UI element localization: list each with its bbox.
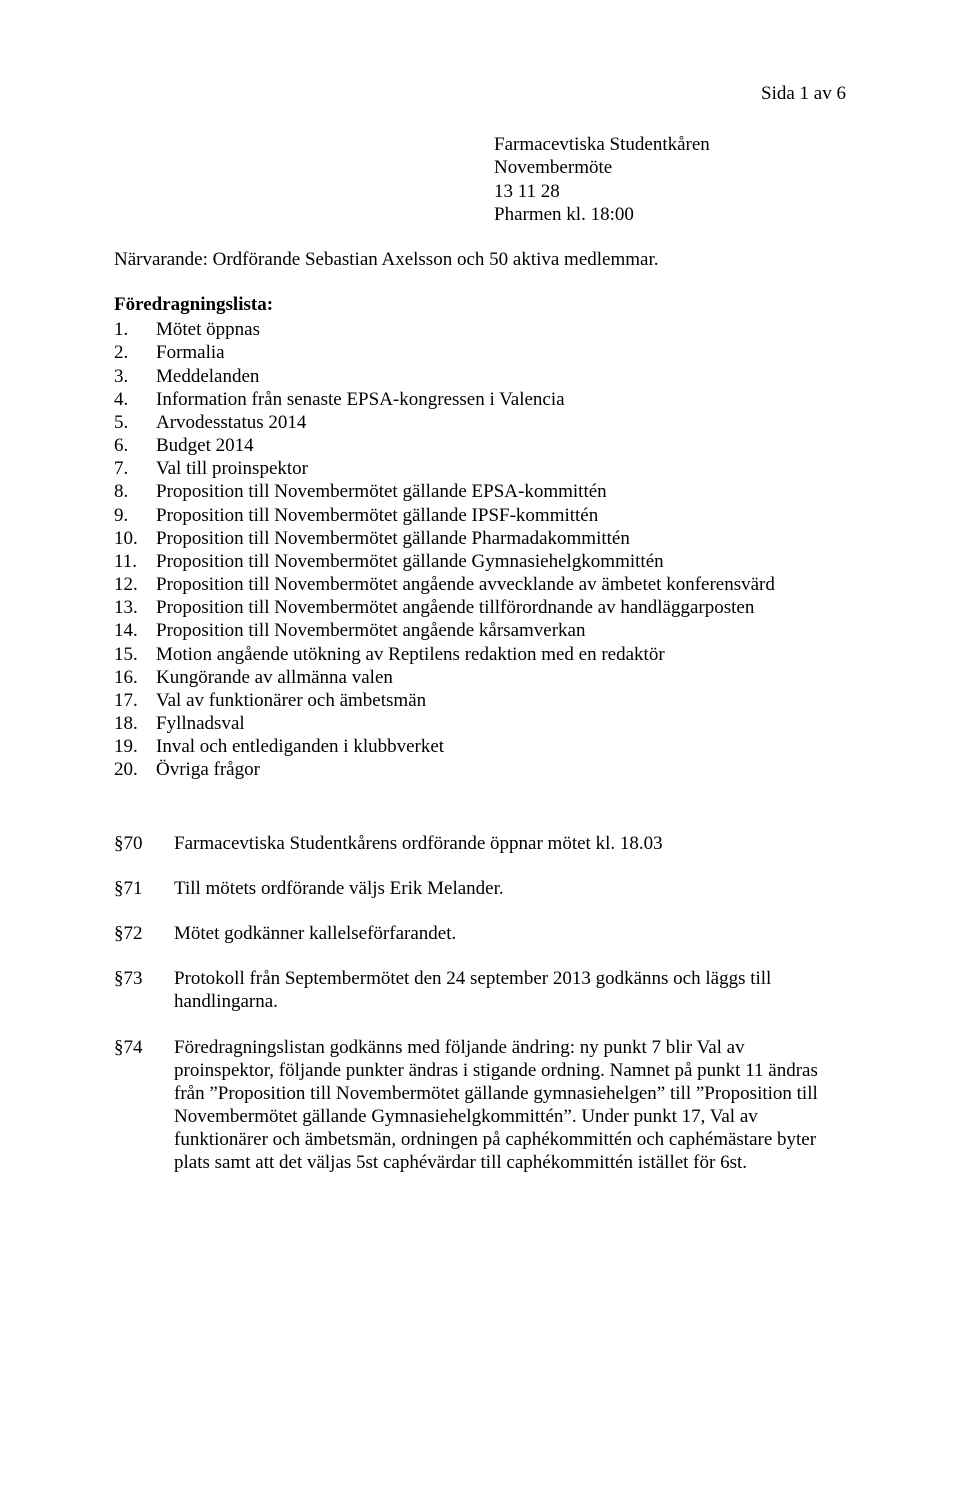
agenda-item-text: Val till proinspektor bbox=[156, 457, 846, 480]
agenda-item-number: 16. bbox=[114, 666, 156, 689]
agenda-item-text: Proposition till Novembermötet gällande … bbox=[156, 550, 846, 573]
agenda-item-number: 17. bbox=[114, 689, 156, 712]
agenda-item-number: 5. bbox=[114, 411, 156, 434]
agenda-item-text: Motion angående utökning av Reptilens re… bbox=[156, 643, 846, 666]
agenda-item: 20.Övriga frågor bbox=[114, 758, 846, 781]
minutes-item-number: §74 bbox=[114, 1036, 174, 1059]
agenda-item-number: 12. bbox=[114, 573, 156, 596]
agenda-item-text: Kungörande av allmänna valen bbox=[156, 666, 846, 689]
document-page: Sida 1 av 6 Farmacevtiska Studentkåren N… bbox=[0, 0, 960, 1491]
agenda-item-text: Mötet öppnas bbox=[156, 318, 846, 341]
agenda-item: 16.Kungörande av allmänna valen bbox=[114, 666, 846, 689]
agenda-item: 15.Motion angående utökning av Reptilens… bbox=[114, 643, 846, 666]
agenda-item: 2.Formalia bbox=[114, 341, 846, 364]
agenda-item-text: Proposition till Novembermötet angående … bbox=[156, 596, 846, 619]
agenda-item-number: 14. bbox=[114, 619, 156, 642]
header-location: Pharmen kl. 18:00 bbox=[494, 203, 846, 226]
agenda-item-number: 9. bbox=[114, 504, 156, 527]
header-org: Farmacevtiska Studentkåren bbox=[494, 133, 846, 156]
agenda-item: 17.Val av funktionärer och ämbetsmän bbox=[114, 689, 846, 712]
agenda-item: 8.Proposition till Novembermötet gälland… bbox=[114, 480, 846, 503]
agenda-item-text: Arvodesstatus 2014 bbox=[156, 411, 846, 434]
agenda-item: 6.Budget 2014 bbox=[114, 434, 846, 457]
agenda-item: 9.Proposition till Novembermötet gälland… bbox=[114, 504, 846, 527]
agenda-item-text: Proposition till Novembermötet gällande … bbox=[156, 504, 846, 527]
agenda-item-text: Fyllnadsval bbox=[156, 712, 846, 735]
agenda-item: 5.Arvodesstatus 2014 bbox=[114, 411, 846, 434]
agenda-item-number: 10. bbox=[114, 527, 156, 550]
minutes-item-text: Till mötets ordförande väljs Erik Meland… bbox=[174, 877, 846, 900]
agenda-item-text: Inval och entlediganden i klubbverket bbox=[156, 735, 846, 758]
agenda-item: 3.Meddelanden bbox=[114, 365, 846, 388]
minutes-item: §70Farmacevtiska Studentkårens ordförand… bbox=[114, 832, 846, 855]
agenda-item-number: 13. bbox=[114, 596, 156, 619]
agenda-item-number: 20. bbox=[114, 758, 156, 781]
minutes-item-text: Föredragningslistan godkänns med följand… bbox=[174, 1036, 846, 1175]
agenda-item-number: 11. bbox=[114, 550, 156, 573]
header-date: 13 11 28 bbox=[494, 180, 846, 203]
agenda-item: 7.Val till proinspektor bbox=[114, 457, 846, 480]
attendance-line: Närvarande: Ordförande Sebastian Axelsso… bbox=[114, 248, 846, 271]
minutes-item-number: §72 bbox=[114, 922, 174, 945]
agenda-item-text: Proposition till Novembermötet gällande … bbox=[156, 480, 846, 503]
header-meeting: Novembermöte bbox=[494, 156, 846, 179]
agenda-item: 12.Proposition till Novembermötet angåen… bbox=[114, 573, 846, 596]
agenda-item: 13.Proposition till Novembermötet angåen… bbox=[114, 596, 846, 619]
agenda-item: 14.Proposition till Novembermötet angåen… bbox=[114, 619, 846, 642]
agenda-item-number: 8. bbox=[114, 480, 156, 503]
agenda-item: 11.Proposition till Novembermötet gällan… bbox=[114, 550, 846, 573]
agenda-item-number: 19. bbox=[114, 735, 156, 758]
agenda-item-text: Övriga frågor bbox=[156, 758, 846, 781]
agenda-item-text: Formalia bbox=[156, 341, 846, 364]
agenda-item-number: 6. bbox=[114, 434, 156, 457]
agenda-item-number: 2. bbox=[114, 341, 156, 364]
agenda-item-number: 7. bbox=[114, 457, 156, 480]
minutes-item: §73Protokoll från Septembermötet den 24 … bbox=[114, 967, 846, 1013]
page-number: Sida 1 av 6 bbox=[114, 82, 846, 105]
agenda-item-number: 1. bbox=[114, 318, 156, 341]
minutes-item-text: Farmacevtiska Studentkårens ordförande ö… bbox=[174, 832, 846, 855]
minutes-item-number: §70 bbox=[114, 832, 174, 855]
agenda-list: 1.Mötet öppnas 2.Formalia 3.Meddelanden … bbox=[114, 318, 846, 781]
agenda-title: Föredragningslista: bbox=[114, 293, 846, 316]
minutes-item-text: Protokoll från Septembermötet den 24 sep… bbox=[174, 967, 846, 1013]
agenda-item: 4.Information från senaste EPSA-kongress… bbox=[114, 388, 846, 411]
agenda-item-text: Meddelanden bbox=[156, 365, 846, 388]
agenda-item-text: Proposition till Novembermötet angående … bbox=[156, 573, 846, 596]
agenda-item: 1.Mötet öppnas bbox=[114, 318, 846, 341]
agenda-item: 18.Fyllnadsval bbox=[114, 712, 846, 735]
agenda-item-text: Information från senaste EPSA-kongressen… bbox=[156, 388, 846, 411]
minutes-item-number: §71 bbox=[114, 877, 174, 900]
agenda-item: 10.Proposition till Novembermötet gällan… bbox=[114, 527, 846, 550]
document-header: Farmacevtiska Studentkåren Novembermöte … bbox=[494, 133, 846, 226]
agenda-item: 19.Inval och entlediganden i klubbverket bbox=[114, 735, 846, 758]
agenda-item-number: 4. bbox=[114, 388, 156, 411]
agenda-item-number: 3. bbox=[114, 365, 156, 388]
agenda-item-text: Budget 2014 bbox=[156, 434, 846, 457]
agenda-item-text: Proposition till Novembermötet gällande … bbox=[156, 527, 846, 550]
minutes-item: §74Föredragningslistan godkänns med följ… bbox=[114, 1036, 846, 1175]
agenda-item-number: 15. bbox=[114, 643, 156, 666]
minutes-section: §70Farmacevtiska Studentkårens ordförand… bbox=[114, 832, 846, 1175]
agenda-item-number: 18. bbox=[114, 712, 156, 735]
minutes-item-text: Mötet godkänner kallelseförfarandet. bbox=[174, 922, 846, 945]
agenda-item-text: Proposition till Novembermötet angående … bbox=[156, 619, 846, 642]
minutes-item: §71Till mötets ordförande väljs Erik Mel… bbox=[114, 877, 846, 900]
minutes-item-number: §73 bbox=[114, 967, 174, 990]
minutes-item: §72Mötet godkänner kallelseförfarandet. bbox=[114, 922, 846, 945]
agenda-item-text: Val av funktionärer och ämbetsmän bbox=[156, 689, 846, 712]
